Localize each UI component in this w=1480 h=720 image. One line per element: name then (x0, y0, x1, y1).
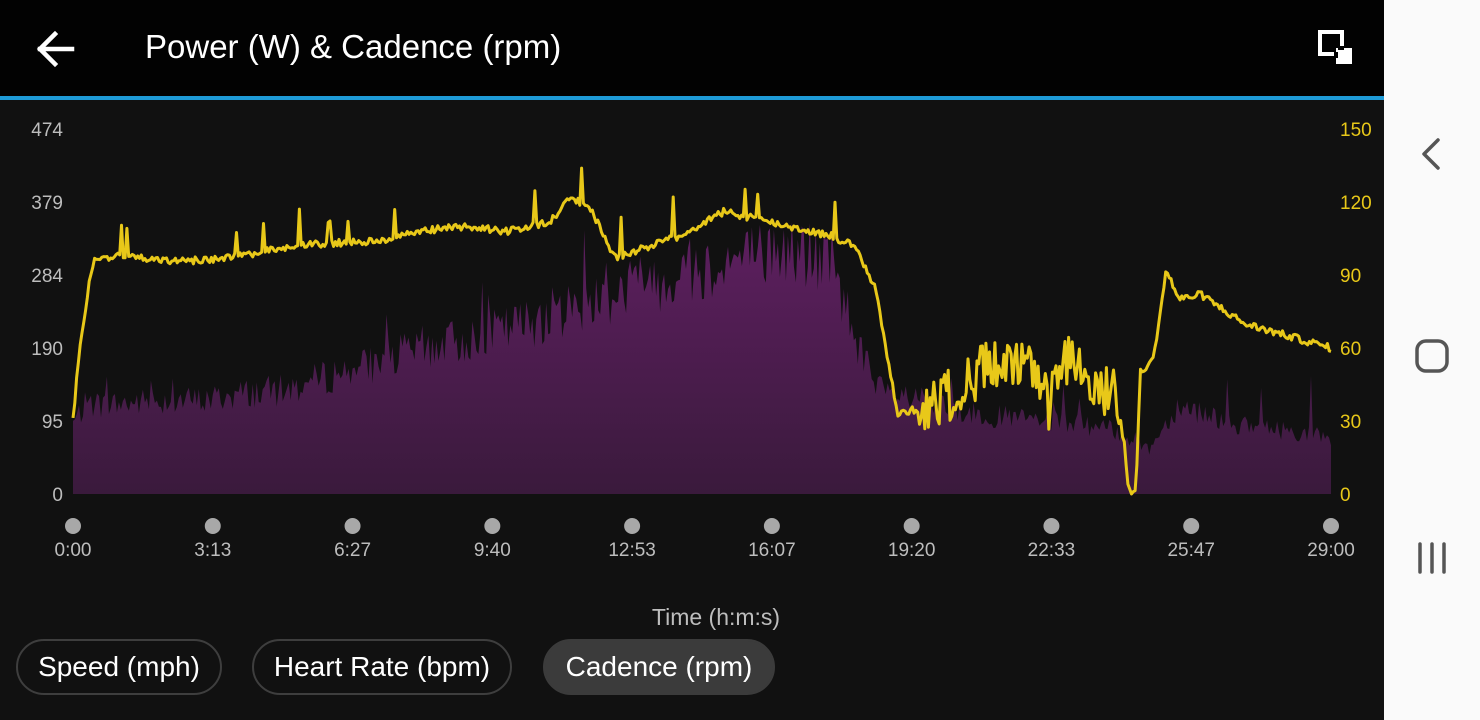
page-title: Power (W) & Cadence (rpm) (145, 28, 562, 65)
app-header: Power (W) & Cadence (rpm) (0, 0, 1384, 96)
y-left-tick-label: 474 (31, 120, 63, 141)
y-left-tick-label: 379 (31, 193, 63, 214)
y-right-tick-label: 0 (1340, 485, 1351, 506)
system-home-button[interactable] (1406, 330, 1458, 382)
x-tick-dot[interactable] (1323, 518, 1339, 534)
x-tick-dot[interactable] (624, 518, 641, 534)
expand-icon (1318, 30, 1352, 64)
tab-speed[interactable]: Speed (mph) (16, 639, 222, 695)
x-tick-label: 12:53 (608, 540, 656, 561)
y-right-tick-label: 60 (1340, 339, 1361, 360)
power-cadence-chart[interactable]: 0 95 190 284 379 474 0 30 60 90 120 150 0:00 3:13 6:… (0, 100, 1384, 600)
chevron-left-icon (1422, 138, 1440, 170)
x-tick-dot[interactable] (1043, 518, 1060, 534)
x-tick-dot[interactable] (65, 518, 81, 534)
x-tick-dot[interactable] (903, 518, 920, 534)
x-tick-label: 19:20 (888, 540, 936, 561)
y-right-tick-label: 120 (1340, 193, 1372, 214)
x-tick-dot[interactable] (484, 518, 501, 534)
x-tick-label: 29:00 (1307, 540, 1355, 561)
y-left-tick-label: 284 (31, 266, 63, 287)
app-screen: Power (W) & Cadence (rpm) 0 95 190 284 379 47… (0, 0, 1384, 695)
x-tick-label: 25:47 (1167, 540, 1215, 561)
x-tick-dot[interactable] (204, 518, 221, 534)
x-tick-label: 6:27 (334, 540, 371, 561)
x-tick-label: 16:07 (748, 540, 796, 561)
back-button[interactable] (28, 24, 84, 74)
arrow-left-icon (36, 30, 75, 68)
y-left-tick-label: 95 (42, 412, 63, 433)
x-axis-label: Time (h:m:s) (651, 604, 781, 630)
x-tick-label: 9:40 (474, 540, 511, 561)
x-tick-label: 22:33 (1028, 540, 1076, 561)
y-right-tick-label: 150 (1340, 120, 1372, 141)
y-left-tick-label: 190 (31, 339, 63, 360)
tab-heart-rate[interactable]: Heart Rate (bpm) (252, 639, 512, 695)
x-tick-dot[interactable] (763, 518, 780, 534)
expand-button[interactable] (1310, 24, 1362, 74)
y-right-tick-label: 30 (1340, 412, 1361, 433)
system-nav-bar (1384, 0, 1480, 720)
tab-cadence[interactable]: Cadence (rpm) (543, 639, 775, 695)
system-recents-button[interactable] (1406, 532, 1458, 584)
x-tick-dot[interactable] (1183, 518, 1200, 534)
x-tick-dot[interactable] (344, 518, 361, 534)
home-icon (1415, 339, 1449, 373)
y-right-tick-label: 90 (1340, 266, 1361, 287)
x-tick-label: 0:00 (55, 540, 92, 561)
recents-icon (1418, 542, 1446, 574)
power-area-series (73, 222, 1331, 494)
header-accent-line (0, 96, 1384, 100)
system-back-button[interactable] (1406, 128, 1458, 180)
x-tick-label: 3:13 (194, 540, 231, 561)
y-left-tick-label: 0 (52, 485, 63, 506)
cadence-line-series (71, 166, 1332, 496)
